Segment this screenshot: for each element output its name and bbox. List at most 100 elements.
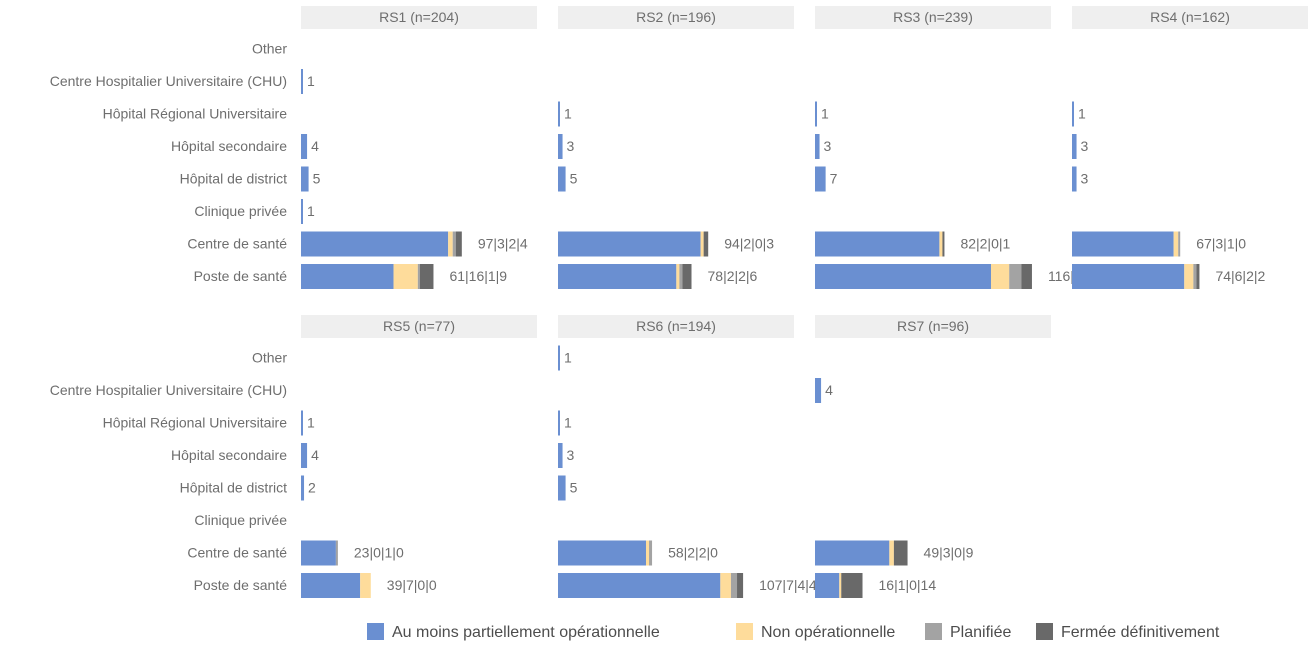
category-label-other: Other: [252, 41, 287, 57]
bar-rs5-centre-de-sante-au-moins-partiellement-operationnelle: [301, 540, 336, 566]
data-label-rs3-hopital-de-district: 7: [830, 171, 838, 187]
panel-strip-rs2: [558, 6, 794, 29]
bar-rs6-poste-de-sante-planifiee: [730, 573, 738, 598]
panel-title-rs1: RS1 (n=204): [379, 9, 459, 25]
bar-rs1-poste-de-sante-planifiee: [417, 264, 420, 289]
legend-label-fermee-definitivement: Fermée définitivement: [1061, 624, 1220, 641]
bar-rs7-centre-de-sante-fermee-definitivement: [893, 540, 908, 566]
data-label-rs2-poste-de-sante: 78|2|2|6: [708, 268, 758, 284]
category-label-clinique-privee: Clinique privée: [194, 203, 287, 219]
data-label-rs1-poste-de-sante: 61|16|1|9: [449, 268, 507, 284]
legend-swatch-planifiee: [925, 623, 942, 640]
bar-rs6-centre-de-sante-planifiee: [649, 540, 653, 566]
data-label-rs6-hopital-regional-universitaire: 1: [564, 415, 572, 431]
data-label-rs2-hopital-secondaire: 3: [567, 138, 575, 154]
bar-rs5-hopital-secondaire-au-moins-partiellement-operationnelle: [301, 443, 308, 468]
category-label-hopital-regional-universitaire: Hôpital Régional Universitaire: [103, 106, 288, 122]
category-label-clinique-privee: Clinique privée: [194, 512, 287, 528]
bar-rs3-centre-de-sante-au-moins-partiellement-operationnelle: [815, 231, 940, 257]
bar-rs4-hopital-regional-universitaire-au-moins-partiellement-operationnelle: [1072, 101, 1074, 127]
data-label-rs6-poste-de-sante: 107|7|4|4: [759, 577, 817, 593]
data-label-rs6-centre-de-sante: 58|2|2|0: [668, 545, 718, 561]
bar-rs1-poste-de-sante-non-operationnelle: [393, 264, 418, 289]
panel-title-rs5: RS5 (n=77): [383, 318, 455, 334]
panel-title-rs4: RS4 (n=162): [1150, 9, 1230, 25]
category-label-hopital-de-district: Hôpital de district: [180, 171, 287, 187]
bar-rs2-hopital-de-district-au-moins-partiellement-operationnelle: [558, 166, 566, 192]
bar-rs4-poste-de-sante-fermee-definitivement: [1196, 264, 1200, 289]
data-label-rs1-centre-de-sante: 97|3|2|4: [478, 236, 528, 252]
bar-rs4-centre-de-sante-au-moins-partiellement-operationnelle: [1072, 231, 1174, 257]
bar-rs1-centre-de-sante-non-operationnelle: [448, 231, 453, 257]
data-label-rs3-hopital-secondaire: 3: [824, 138, 832, 154]
bar-rs4-hopital-de-district-au-moins-partiellement-operationnelle: [1072, 166, 1077, 192]
bar-rs3-centre-de-sante-non-operationnelle: [939, 231, 943, 257]
bar-rs2-centre-de-sante-non-operationnelle: [700, 231, 704, 257]
bar-rs1-centre-de-sante-fermee-definitivement: [455, 231, 462, 257]
data-label-rs7-centre-hospitalier-universitaire-chu: 4: [825, 382, 833, 398]
data-label-rs1-centre-hospitalier-universitaire-chu: 1: [307, 73, 315, 89]
legend-label-planifiee: Planifiée: [950, 624, 1011, 641]
bar-rs7-centre-de-sante-non-operationnelle: [889, 540, 894, 566]
category-label-poste-de-sante: Poste de santé: [194, 577, 288, 593]
data-label-rs4-centre-de-sante: 67|3|1|0: [1196, 236, 1246, 252]
data-label-rs3-hopital-regional-universitaire: 1: [821, 106, 829, 122]
data-label-rs5-centre-de-sante: 23|0|1|0: [354, 545, 404, 561]
category-label-hopital-secondaire: Hôpital secondaire: [171, 138, 287, 154]
bar-rs2-poste-de-sante-fermee-definitivement: [682, 264, 692, 289]
category-label-hopital-de-district: Hôpital de district: [180, 480, 287, 496]
bar-rs5-poste-de-sante-non-operationnelle: [360, 573, 371, 598]
data-label-rs2-centre-de-sante: 94|2|0|3: [724, 236, 774, 252]
bar-rs7-poste-de-sante-fermee-definitivement: [841, 573, 863, 598]
bar-rs5-hopital-de-district-au-moins-partiellement-operationnelle: [301, 475, 305, 501]
data-label-rs1-hopital-de-district: 5: [313, 171, 321, 187]
data-label-rs7-centre-de-sante: 49|3|0|9: [924, 545, 974, 561]
bar-rs1-poste-de-sante-fermee-definitivement: [419, 264, 434, 289]
data-label-rs7-poste-de-sante: 16|1|0|14: [879, 577, 937, 593]
bar-rs2-centre-de-sante-fermee-definitivement: [703, 231, 709, 257]
panel-title-rs3: RS3 (n=239): [893, 9, 973, 25]
category-label-centre-de-sante: Centre de santé: [187, 545, 287, 561]
data-label-rs3-centre-de-sante: 82|2|0|1: [960, 236, 1010, 252]
data-label-rs4-hopital-de-district: 3: [1081, 171, 1089, 187]
panel-title-rs2: RS2 (n=196): [636, 9, 716, 25]
category-label-centre-de-sante: Centre de santé: [187, 236, 287, 252]
bar-rs3-poste-de-sante-planifiee: [1009, 264, 1022, 289]
bar-rs7-centre-de-sante-au-moins-partiellement-operationnelle: [815, 540, 890, 566]
bar-rs3-hopital-de-district-au-moins-partiellement-operationnelle: [815, 166, 826, 192]
bar-rs6-poste-de-sante-au-moins-partiellement-operationnelle: [558, 573, 721, 598]
legend-label-au-moins-partiellement-operationnelle: Au moins partiellement opérationnelle: [392, 624, 660, 641]
data-label-rs5-hopital-regional-universitaire: 1: [307, 415, 315, 431]
bar-rs5-poste-de-sante-au-moins-partiellement-operationnelle: [301, 573, 361, 598]
bar-rs2-poste-de-sante-au-moins-partiellement-operationnelle: [558, 264, 677, 289]
category-label-hopital-secondaire: Hôpital secondaire: [171, 447, 287, 463]
data-label-rs4-hopital-secondaire: 3: [1081, 138, 1089, 154]
category-label-poste-de-sante: Poste de santé: [194, 268, 288, 284]
data-label-rs6-hopital-secondaire: 3: [567, 447, 575, 463]
bar-rs2-centre-de-sante-au-moins-partiellement-operationnelle: [558, 231, 701, 257]
category-label-centre-hospitalier-universitaire-chu: Centre Hospitalier Universitaire (CHU): [50, 382, 287, 398]
bar-rs2-hopital-regional-universitaire-au-moins-partiellement-operationnelle: [558, 101, 560, 127]
data-label-rs5-hopital-secondaire: 4: [311, 447, 319, 463]
bar-rs6-hopital-de-district-au-moins-partiellement-operationnelle: [558, 475, 566, 501]
data-label-rs4-hopital-regional-universitaire: 1: [1078, 106, 1086, 122]
bar-rs1-centre-hospitalier-universitaire-chu-au-moins-partiellement-operationnelle: [301, 69, 303, 94]
bar-rs4-centre-de-sante-non-operationnelle: [1173, 231, 1179, 257]
bar-rs4-poste-de-sante-non-operationnelle: [1184, 264, 1194, 289]
data-label-rs6-other: 1: [564, 350, 572, 366]
legend-swatch-non-operationnelle: [736, 623, 753, 640]
bar-rs1-centre-de-sante-planifiee: [452, 231, 456, 257]
bar-rs6-poste-de-sante-fermee-definitivement: [737, 573, 744, 598]
bar-rs3-poste-de-sante-fermee-definitivement: [1021, 264, 1032, 289]
data-label-rs1-hopital-secondaire: 4: [311, 138, 319, 154]
legend-label-non-operationnelle: Non opérationnelle: [761, 624, 895, 641]
data-label-rs6-hopital-de-district: 5: [570, 480, 578, 496]
bar-rs3-hopital-secondaire-au-moins-partiellement-operationnelle: [815, 134, 820, 159]
bar-rs6-centre-de-sante-au-moins-partiellement-operationnelle: [558, 540, 646, 566]
bar-rs6-hopital-regional-universitaire-au-moins-partiellement-operationnelle: [558, 410, 560, 436]
bar-rs3-poste-de-sante-au-moins-partiellement-operationnelle: [815, 264, 991, 289]
bar-rs6-centre-de-sante-non-operationnelle: [645, 540, 650, 566]
data-label-rs2-hopital-de-district: 5: [570, 171, 578, 187]
